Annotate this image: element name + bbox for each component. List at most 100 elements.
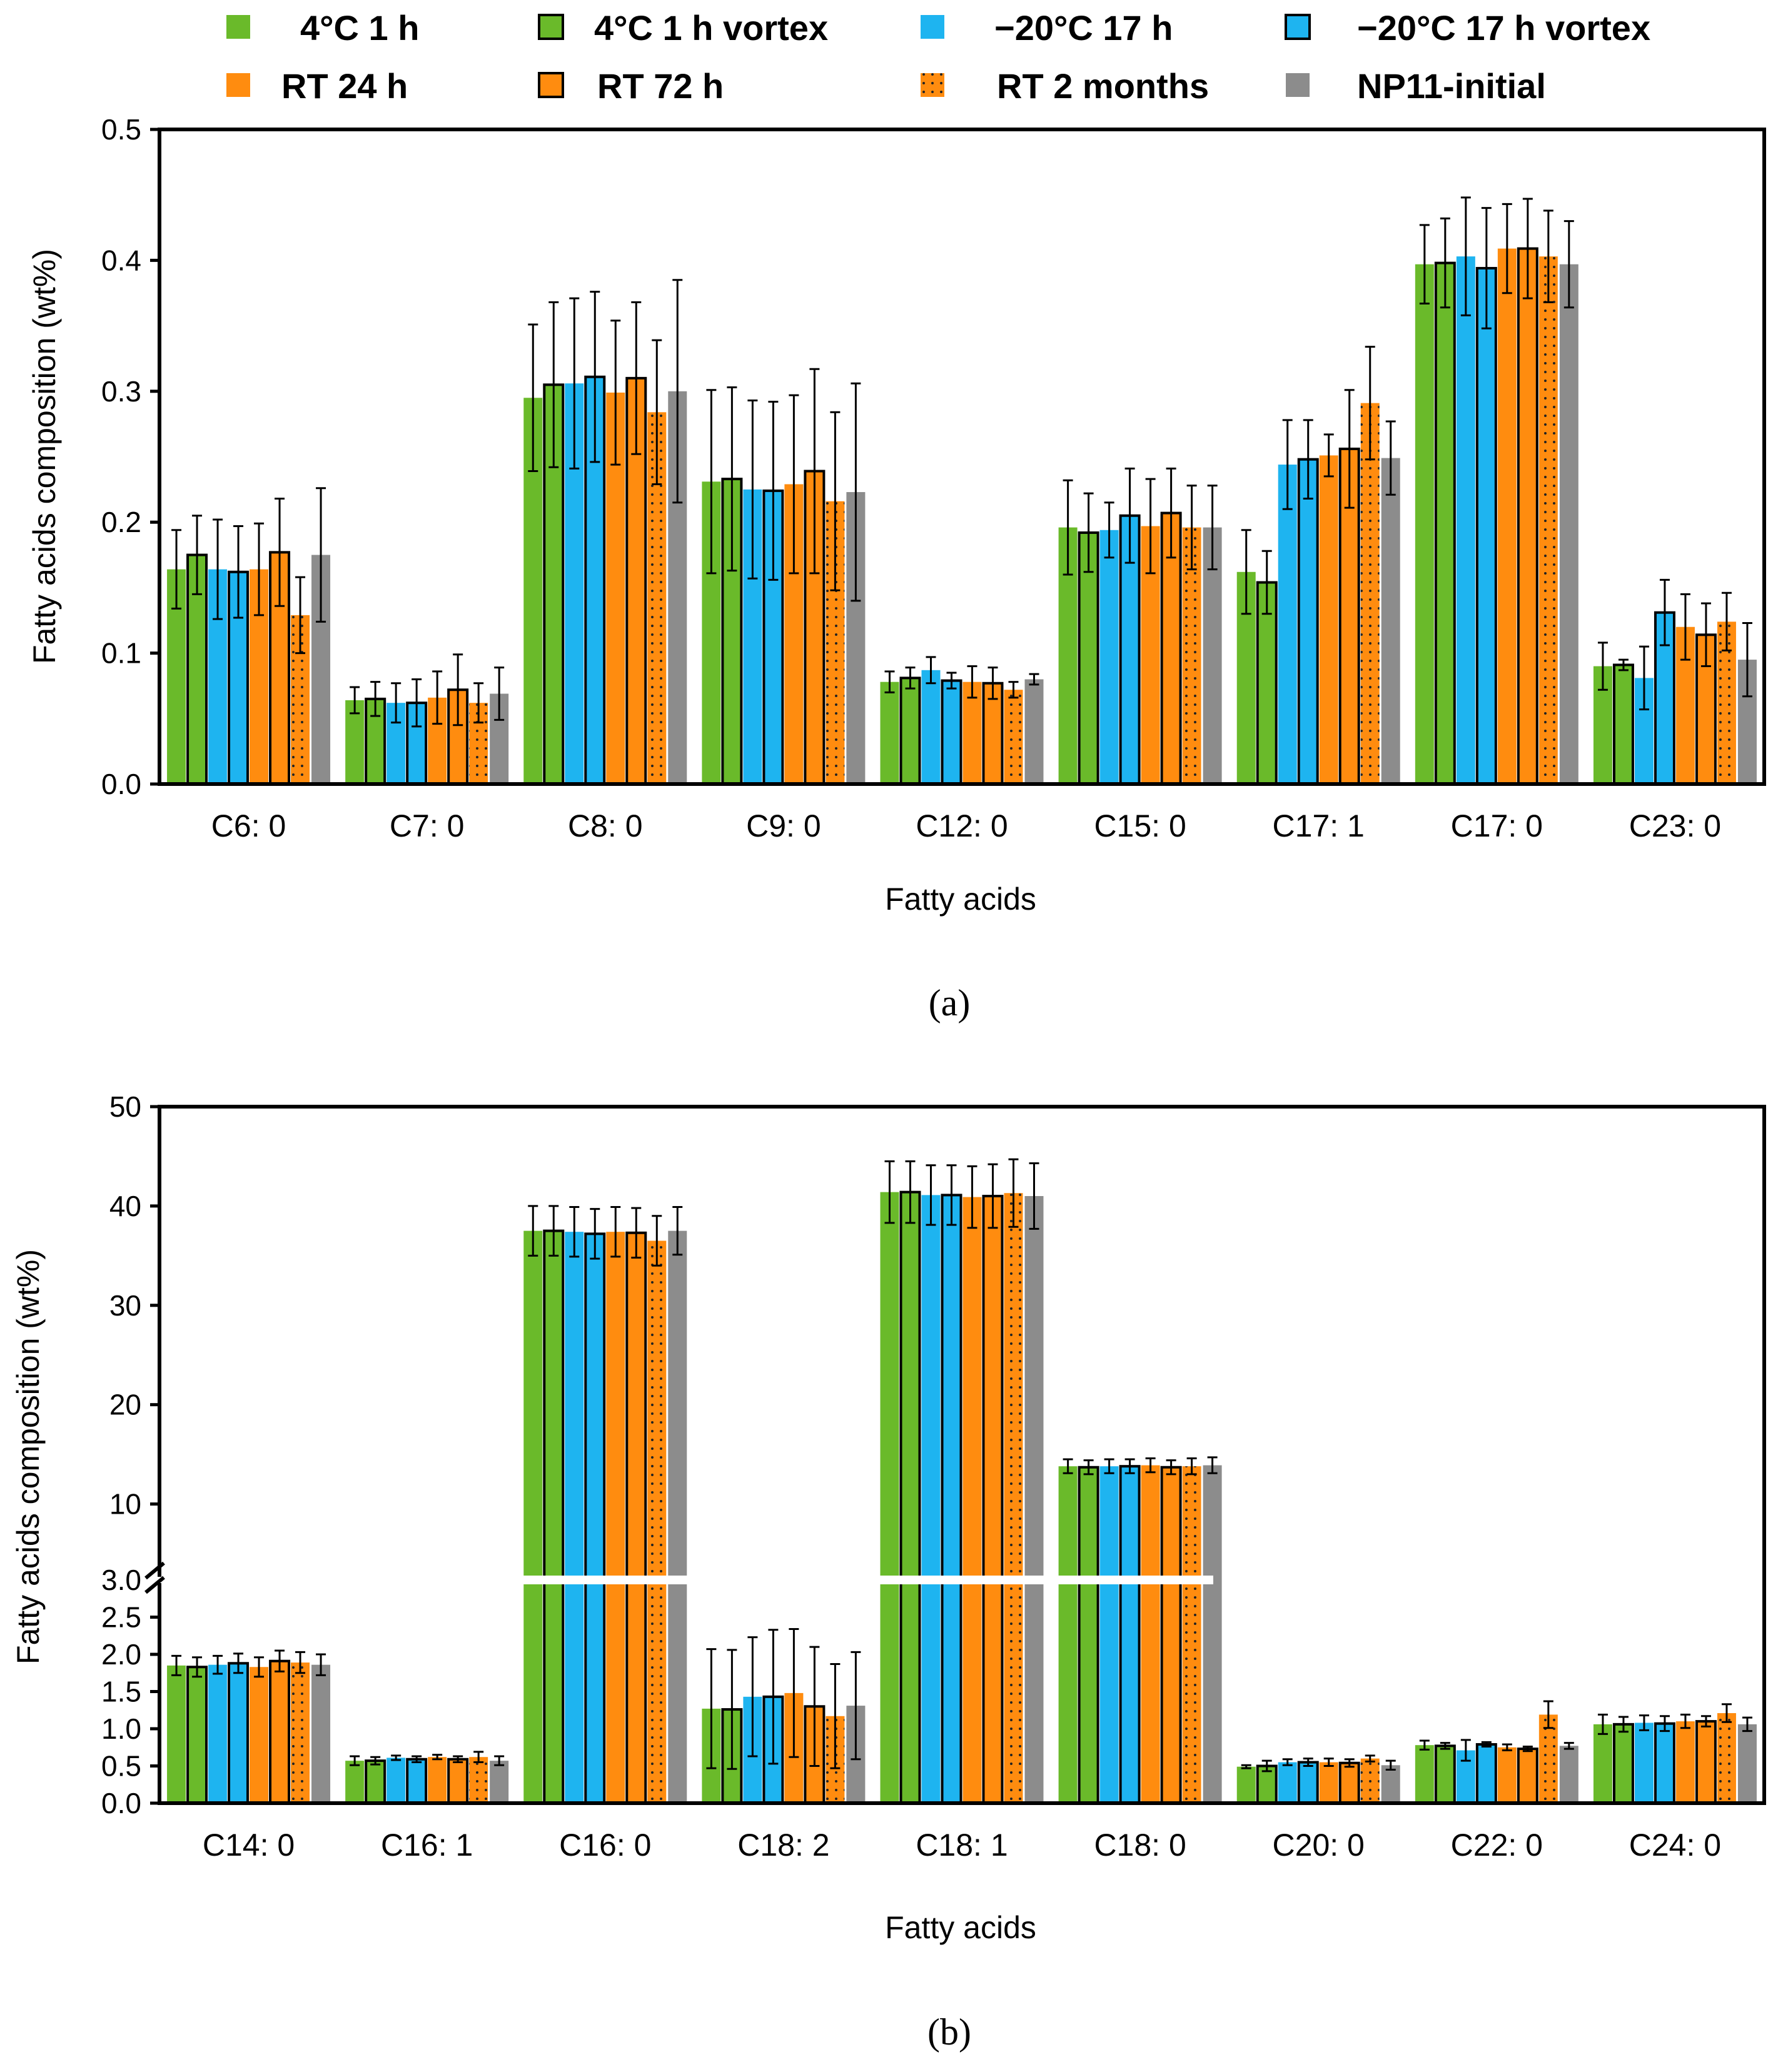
legend-label: NP11-initial xyxy=(1357,66,1546,106)
legend-swatch xyxy=(538,14,564,40)
bar xyxy=(921,670,941,784)
bar xyxy=(1497,1747,1517,1803)
bar xyxy=(208,1664,228,1803)
bar xyxy=(1319,1762,1338,1803)
y-tick-label: 1.5 xyxy=(101,1676,141,1708)
legend-item-4c-1h: 4°C 1 h xyxy=(226,8,419,48)
y-axis-ticks: 0.0 0.5 1.0 1.5 2.0 2.5 3.0 10 20 30 40 50 xyxy=(101,1090,159,1819)
y-tick-label: 0.0 xyxy=(101,768,141,800)
bar xyxy=(1319,455,1338,784)
bar xyxy=(1297,458,1319,785)
legend-swatch xyxy=(538,72,564,98)
category-label: C15: 0 xyxy=(1094,808,1186,843)
bar xyxy=(941,679,962,785)
bar xyxy=(647,1240,667,1803)
y-tick-label: 1.0 xyxy=(101,1712,141,1745)
category-label: C17: 0 xyxy=(1451,808,1543,843)
y-tick-label: 0.0 xyxy=(101,1787,141,1819)
legend-item-minus20c-17h-vortex: −20°C 17 h vortex xyxy=(1285,8,1650,48)
category-label: C6: 0 xyxy=(211,808,286,843)
y-tick-label: 2.0 xyxy=(101,1638,141,1671)
bar xyxy=(523,1230,543,1803)
bar xyxy=(982,1195,1004,1804)
panel-label-a: (a) xyxy=(929,982,971,1023)
bar xyxy=(1099,530,1119,784)
bar xyxy=(962,681,982,784)
bar xyxy=(1695,1720,1717,1805)
bar xyxy=(250,1667,269,1803)
axis-break-gap xyxy=(150,1576,1213,1584)
legend: 4°C 1 h 4°C 1 h vortex −20°C 17 h −20°C … xyxy=(226,8,1650,106)
legend-label: −20°C 17 h xyxy=(994,8,1173,48)
y-tick-label: 30 xyxy=(109,1289,141,1322)
bar xyxy=(386,1758,406,1803)
bar xyxy=(1278,1762,1297,1803)
y-tick-label: 0.5 xyxy=(101,113,141,146)
category-label: C23: 0 xyxy=(1629,808,1721,843)
bar xyxy=(1160,1466,1182,1804)
legend-item-rt-24h: RT 24 h xyxy=(226,66,408,106)
x-axis-title: Fatty acids xyxy=(885,1910,1036,1945)
legend-item-minus20c-17h: −20°C 17 h xyxy=(921,8,1173,48)
bar xyxy=(1434,261,1456,785)
bar xyxy=(447,1758,469,1805)
bar xyxy=(167,1665,186,1803)
bar xyxy=(1058,1466,1078,1803)
bar xyxy=(1634,1722,1654,1803)
bar xyxy=(899,676,921,785)
category-label: C17: 1 xyxy=(1273,808,1365,843)
bar xyxy=(543,1229,565,1804)
bar xyxy=(1538,256,1558,784)
bar xyxy=(921,1195,941,1803)
bar xyxy=(1717,1713,1736,1803)
bar xyxy=(365,1759,386,1804)
y-axis-title: Fatty acids composition (wt%) xyxy=(27,249,62,664)
bar xyxy=(1497,248,1517,785)
bar xyxy=(1675,1721,1695,1803)
bar xyxy=(1737,1724,1757,1803)
legend-swatch xyxy=(226,73,250,97)
category-label: C22: 0 xyxy=(1451,1828,1543,1863)
bar xyxy=(1654,1722,1675,1804)
legend-swatch xyxy=(921,15,944,39)
y-tick-label: 0.2 xyxy=(101,506,141,538)
bar xyxy=(428,1757,447,1803)
y-tick-label: 2.5 xyxy=(101,1601,141,1634)
category-label: C18: 1 xyxy=(916,1828,1008,1863)
legend-label: RT 72 h xyxy=(597,66,724,106)
bar xyxy=(1236,1766,1256,1803)
bar xyxy=(1338,1761,1360,1804)
bar xyxy=(565,1232,584,1803)
bar xyxy=(1434,1744,1456,1805)
bar xyxy=(1381,458,1400,784)
y-tick-label: 10 xyxy=(109,1488,141,1521)
legend-swatch xyxy=(226,15,250,39)
bar xyxy=(606,1232,625,1803)
y-axis-title: Fatty acids composition (wt%) xyxy=(11,1249,46,1664)
bar xyxy=(228,1662,250,1805)
legend-label: RT 24 h xyxy=(281,66,408,106)
legend-swatch xyxy=(1286,73,1310,97)
bar xyxy=(490,1761,509,1803)
category-label: C16: 1 xyxy=(381,1828,473,1863)
bar xyxy=(1004,690,1023,784)
category-label: C18: 0 xyxy=(1094,1828,1186,1863)
legend-item-4c-1h-vortex: 4°C 1 h vortex xyxy=(538,8,828,48)
category-label: C7: 0 xyxy=(390,808,465,843)
y-tick-label: 0.3 xyxy=(101,375,141,408)
bar xyxy=(880,681,899,784)
bar xyxy=(1559,1746,1578,1803)
legend-label: 4°C 1 h vortex xyxy=(594,8,828,48)
legend-label: 4°C 1 h xyxy=(300,8,419,48)
plot-frame xyxy=(158,128,1766,786)
bar xyxy=(1360,403,1380,784)
category-label: C16: 0 xyxy=(559,1828,651,1863)
category-label: C24: 0 xyxy=(1629,1828,1721,1863)
y-tick-label: 40 xyxy=(109,1190,141,1222)
bar xyxy=(941,1194,962,1804)
bar xyxy=(668,1230,687,1803)
bar xyxy=(1456,256,1475,784)
bar xyxy=(1517,1748,1538,1804)
y-tick-label: 0.1 xyxy=(101,637,141,670)
legend-item-rt-2-months: RT 2 months xyxy=(921,66,1209,106)
